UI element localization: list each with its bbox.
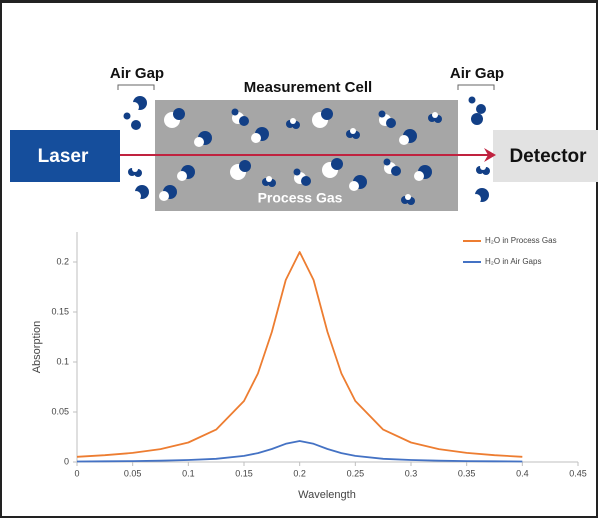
- top-border: [0, 0, 598, 3]
- y-tick-label: 0.2: [56, 256, 69, 266]
- y-tick-label: 0.05: [51, 406, 69, 416]
- x-tick-label: 0.05: [124, 468, 142, 478]
- x-axis-title: Wavelength: [298, 489, 356, 501]
- legend-label: H₂O in Process Gas: [485, 236, 557, 245]
- y-axis-title: Absorption: [31, 321, 43, 374]
- x-tick-label: 0.1: [182, 468, 195, 478]
- x-tick-label: 0.15: [235, 468, 253, 478]
- x-tick-label: 0: [74, 468, 79, 478]
- air-gap-label: Air Gap: [110, 65, 164, 82]
- cell-label: Measurement Cell: [244, 79, 372, 96]
- page: Air Gap Air Gap Measurement Cell Laser D…: [0, 0, 598, 518]
- x-tick-label: 0.35: [458, 468, 476, 478]
- y-tick-label: 0.1: [56, 356, 69, 366]
- x-tick-label: 0.45: [569, 468, 587, 478]
- x-tick-label: 0.2: [293, 468, 306, 478]
- laser-label: Laser: [38, 146, 89, 167]
- detector-label: Detector: [509, 146, 587, 167]
- process-gas-label: Process Gas: [258, 190, 343, 206]
- x-tick-label: 0.4: [516, 468, 529, 478]
- y-tick-label: 0: [64, 456, 69, 466]
- air-gap-label: Air Gap: [450, 65, 504, 82]
- x-tick-label: 0.3: [405, 468, 418, 478]
- legend-label: H₂O in Air Gaps: [485, 257, 541, 266]
- y-tick-label: 0.15: [51, 306, 69, 316]
- x-tick-label: 0.25: [347, 468, 365, 478]
